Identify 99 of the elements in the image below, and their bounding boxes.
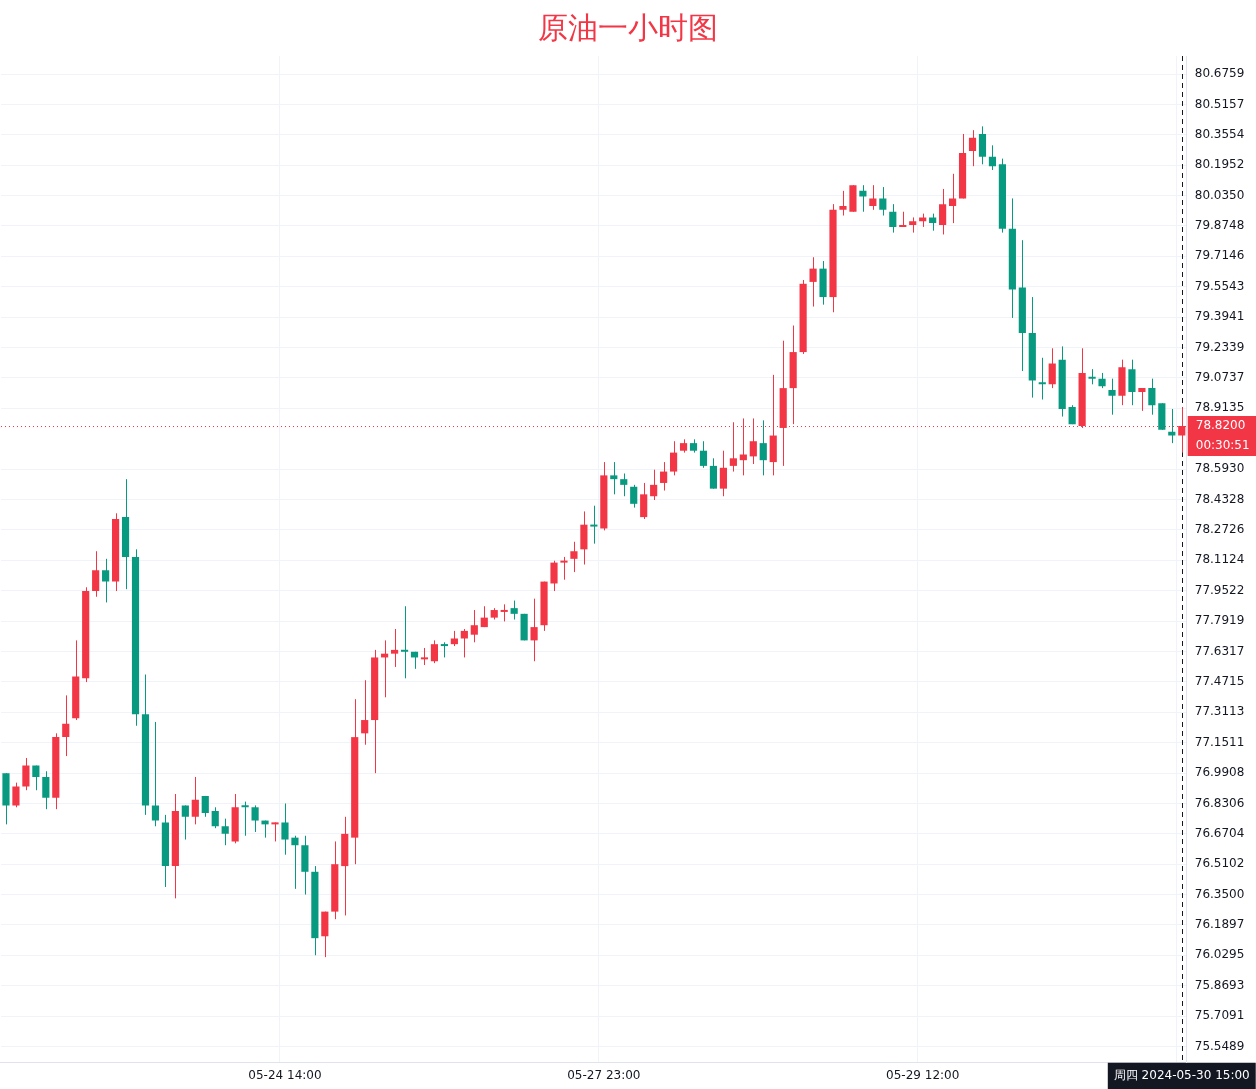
ref-line-label: 78.8200 <box>1195 418 1246 433</box>
candlestick <box>510 600 518 621</box>
candlestick <box>839 190 847 217</box>
candlestick <box>32 765 40 791</box>
y-tick-label: 77.3113 <box>1194 704 1245 719</box>
y-tick-label: 76.0295 <box>1194 947 1245 962</box>
candlestick <box>12 782 20 808</box>
candlestick <box>460 628 468 658</box>
candlestick <box>1168 408 1176 444</box>
y-tick-label: 78.4328 <box>1194 491 1245 506</box>
candlestick <box>640 482 648 520</box>
candlestick <box>670 440 678 476</box>
candlestick <box>859 184 867 213</box>
candlestick <box>630 484 638 509</box>
candlestick <box>1138 387 1146 412</box>
candlestick <box>291 835 299 890</box>
candlestick <box>889 203 897 234</box>
y-tick-label: 78.5930 <box>1194 461 1245 476</box>
candlestick <box>391 628 399 668</box>
candlestick <box>361 679 369 746</box>
y-tick-label: 75.7091 <box>1194 1008 1245 1023</box>
y-tick-label: 77.9522 <box>1194 582 1245 597</box>
candlestick <box>181 804 189 841</box>
y-tick-label: 77.7919 <box>1194 613 1245 628</box>
y-tick-label: 79.3941 <box>1194 309 1245 324</box>
candlestick <box>968 129 977 167</box>
y-tick-label: 76.9908 <box>1194 765 1245 780</box>
text: 00:30:51 <box>1195 438 1250 453</box>
candlestick <box>271 821 279 842</box>
candlestick <box>560 556 568 581</box>
y-tick-label: 80.5157 <box>1194 96 1245 111</box>
candlestick <box>590 505 598 545</box>
y-tick-label: 80.6759 <box>1194 66 1245 81</box>
candlestick <box>211 806 219 829</box>
candlestick <box>251 804 259 833</box>
candlestick <box>949 173 957 224</box>
candlestick <box>62 694 70 757</box>
y-tick-label: 80.1952 <box>1194 157 1245 172</box>
y-tick-label: 79.2339 <box>1194 339 1245 354</box>
candlestick <box>151 721 160 827</box>
candlestick <box>660 461 668 492</box>
candlestick <box>978 125 987 165</box>
candlestick <box>939 188 947 235</box>
candlestick <box>809 256 817 308</box>
y-tick-label: 80.0350 <box>1194 187 1245 202</box>
candlestick <box>430 639 439 664</box>
y-tick-label: 79.5543 <box>1194 278 1245 293</box>
candlestick <box>191 776 199 825</box>
x-tick-label: 05-24 14:00 <box>248 1067 322 1082</box>
candlestick <box>869 184 877 211</box>
candlestick <box>470 609 478 643</box>
y-tick-label: 80.3554 <box>1194 126 1245 141</box>
candlestick <box>729 421 737 473</box>
chart-title: 原油一小时图 <box>538 9 718 45</box>
candlestick <box>22 757 30 791</box>
candlestick <box>650 469 658 501</box>
candlestick <box>400 605 409 679</box>
y-tick-label: 76.3500 <box>1194 886 1245 901</box>
y-tick-label: 78.9135 <box>1194 400 1245 415</box>
y-tick-label: 77.1511 <box>1194 734 1245 749</box>
candlestick <box>42 770 50 810</box>
y-tick-label: 79.7146 <box>1194 248 1245 263</box>
candlestick <box>281 803 289 856</box>
candlestick <box>550 560 558 592</box>
candlestick <box>1128 359 1136 406</box>
candlestick <box>92 550 100 598</box>
x-tick-label: 05-29 12:00 <box>886 1067 960 1082</box>
candlestick <box>570 541 578 573</box>
candlestick <box>102 558 110 603</box>
y-tick-label: 76.5102 <box>1194 856 1245 871</box>
y-tick-label: 76.8306 <box>1194 795 1245 810</box>
candlestick <box>759 419 767 476</box>
y-tick-label: 75.8693 <box>1194 977 1245 992</box>
y-tick-label: 77.4715 <box>1194 673 1245 688</box>
y-tick-label: 76.6704 <box>1194 825 1245 840</box>
candlestick <box>610 461 618 495</box>
candlestick <box>1038 357 1046 400</box>
candlestick <box>1108 378 1116 416</box>
y-tick-label: 77.6317 <box>1194 643 1245 658</box>
y-tick-label: 79.0737 <box>1194 370 1245 385</box>
candlestick <box>1048 347 1056 389</box>
candlestick <box>879 186 887 217</box>
y-tick-label: 79.8748 <box>1194 218 1245 233</box>
candlestick <box>719 450 727 497</box>
y-tick-label: 78.2726 <box>1194 522 1245 537</box>
y-tick-label: 76.1897 <box>1194 917 1245 932</box>
candlestick <box>241 801 249 837</box>
candlestick <box>221 818 229 846</box>
y-tick-label: 75.5489 <box>1194 1038 1245 1053</box>
candlestick <box>988 144 997 171</box>
candlestick <box>1148 378 1156 416</box>
candlestick <box>699 440 708 469</box>
y-tick-label: 78.1124 <box>1194 552 1245 567</box>
candlestick <box>620 472 628 497</box>
candlestick <box>749 417 757 465</box>
x-tick-label: 周四 2024-05-30 15:00 <box>1113 1067 1250 1082</box>
x-tick-label: 05-27 23:00 <box>567 1067 641 1082</box>
candlestick <box>530 598 538 662</box>
candlestick <box>709 457 718 490</box>
